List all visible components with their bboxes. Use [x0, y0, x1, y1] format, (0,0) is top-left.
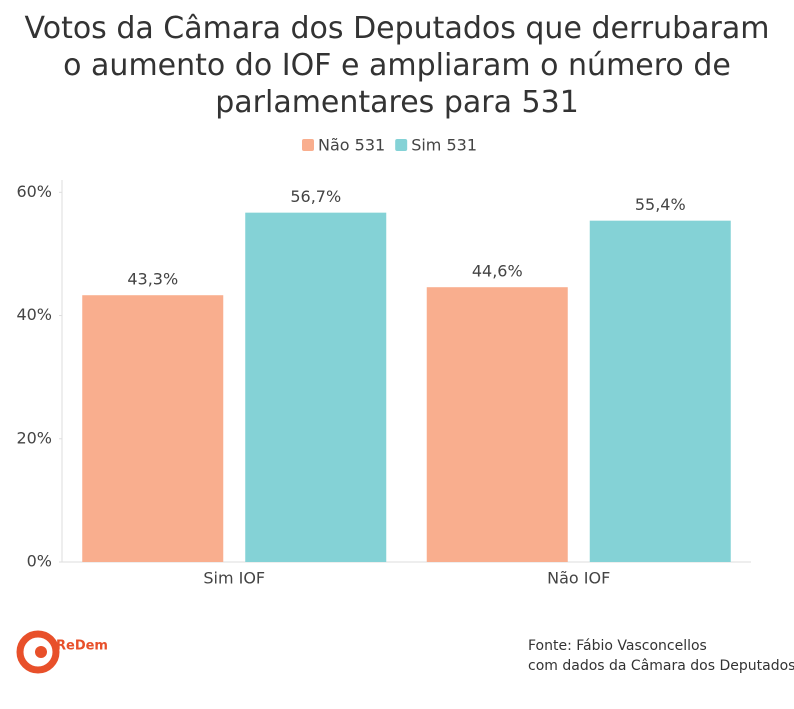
bar	[589, 220, 731, 562]
value-label: 55,4%	[635, 195, 686, 214]
bar	[426, 287, 568, 562]
chart-title: Votos da Câmara dos Deputados que derrub…	[24, 11, 770, 120]
value-label: 43,3%	[127, 270, 178, 289]
legend-swatch	[302, 139, 314, 151]
y-tick-label: 20%	[16, 428, 52, 447]
y-tick-label: 60%	[16, 182, 52, 201]
logo-icon-dot	[35, 646, 47, 658]
source: com dados da Câmara dos Deputados	[528, 658, 794, 674]
bar	[245, 212, 387, 562]
legend-label: Não 531	[318, 136, 385, 155]
value-label: 56,7%	[290, 187, 341, 206]
x-tick-label: Sim IOF	[203, 569, 265, 588]
legend-label: Sim 531	[411, 136, 477, 155]
y-tick-label: 40%	[16, 305, 52, 324]
source: Fonte: Fábio Vasconcellos	[528, 638, 707, 654]
value-label: 44,6%	[472, 262, 523, 281]
x-tick-label: Não IOF	[547, 569, 610, 588]
legend-swatch	[395, 139, 408, 151]
logo-icon	[16, 630, 60, 674]
y-tick-label: 0%	[27, 552, 52, 571]
logo-text: ReDem	[56, 639, 108, 654]
bar	[82, 295, 224, 562]
